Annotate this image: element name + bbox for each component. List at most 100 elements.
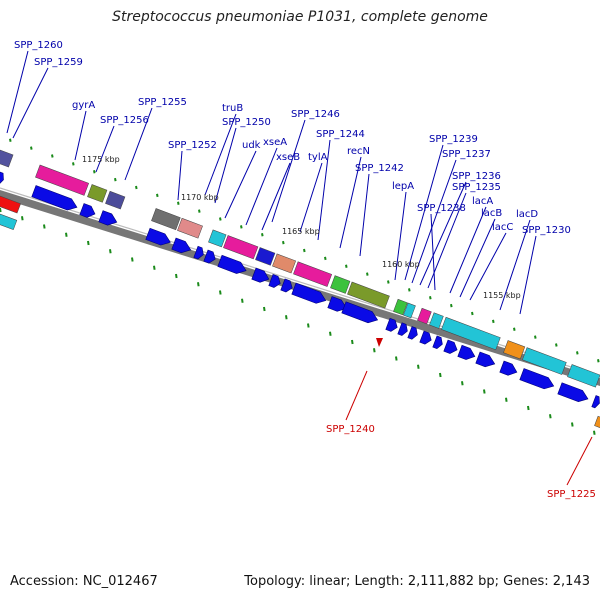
feature-cyan-3-rect [429,312,444,329]
leader-spp-1256 [95,125,115,173]
ruler-label-1160-kbp: 1160 kbp [382,260,420,269]
feature-pink-light-rect [177,217,203,239]
cds-arrow-11 [280,278,293,293]
feature-lac-operon-rect [441,316,501,351]
feature-left-rect [0,149,14,168]
tick-dot [93,170,96,174]
tick-dot [219,217,222,221]
ruler-label-1175-kbp: 1175 kbp [82,155,120,164]
cds-arrow-17-shape [407,326,418,340]
cds-arrow-9-shape [251,267,270,283]
gene-label-spp-1230: SPP_1230 [522,225,571,236]
marker-spp1240 [376,338,383,347]
tick-dot [483,389,486,394]
gene-label-lacc: lacC [492,222,513,233]
cds-arrow-16 [397,322,408,336]
feature-olive-2-rect [347,281,390,309]
leader-spp-1246 [271,119,306,223]
leader-lacd [499,219,531,311]
leader-xseb [261,162,291,231]
feature-cyan-5 [567,364,600,388]
cds-arrow-16-shape [397,322,408,336]
gene-label-gyra: gyrA [72,100,95,111]
gene-label-spp-1236: SPP_1236 [452,171,501,182]
tick-dot [0,207,2,213]
cds-arrow-12 [291,282,327,304]
leader-spp-1255 [124,107,153,181]
feature-magenta-2-rect [293,261,333,287]
gene-label-spp-1252: SPP_1252 [168,140,217,151]
gene-label-xsea: xseA [263,137,287,148]
tick-dot [263,306,266,312]
cds-arrow-8-shape [217,254,247,274]
cds-arrow-24-shape [519,368,555,390]
feature-magenta-3-rect [417,307,432,325]
gene-label-laca: lacA [472,196,493,207]
tick-dot [492,319,495,324]
cds-arrow-15 [385,317,398,332]
leader-spp-1230 [519,235,537,315]
cds-arrow-18-shape [419,330,432,345]
tick-dot [439,372,442,378]
cds-arrow-19 [432,335,443,349]
leader-spp-1240 [345,370,368,421]
leader-spp-1237 [411,159,457,284]
gene-label-spp-1225: SPP_1225 [547,489,596,500]
tick-dot [43,224,46,229]
tick-dot [345,264,348,268]
cds-arrow-14 [341,301,379,324]
tick-dot [571,422,574,427]
ruler-label-1170-kbp: 1170 kbp [181,193,219,202]
feature-grey [151,208,181,231]
cds-arrow-0-shape [0,171,4,185]
tick-dot [387,280,390,284]
feature-red-left-rect [0,195,21,214]
leader-tyla [299,162,323,233]
tick-dot [21,216,24,221]
leader-spp-1239 [404,144,444,281]
feature-green-1 [330,275,351,294]
cds-arrow-5-shape [171,237,192,254]
gene-label-spp-1244: SPP_1244 [316,129,365,140]
cds-arrow-13 [327,296,348,312]
tick-dot [329,331,332,336]
cds-arrow-13-shape [327,296,348,312]
cds-arrow-12-shape [291,282,327,304]
tick-dot [534,335,537,339]
cds-arrow-6-shape [193,245,204,260]
tick-dot [261,233,264,237]
gene-label-spp-1237: SPP_1237 [442,149,491,160]
feature-grey-rect [151,208,181,231]
tick-dot [285,315,288,320]
tick-dot [9,138,12,142]
gene-label-spp-1260: SPP_1260 [14,40,63,51]
cds-arrow-20 [443,339,458,354]
tick-dot [576,351,579,355]
feature-spp1256 [105,190,126,210]
gene-label-spp-1240: SPP_1240 [326,424,375,435]
cds-arrow-10-shape [268,273,281,288]
tick-dot [417,364,420,369]
accession-label: Accession: NC_012467 [10,574,158,589]
cds-arrow-14-shape [341,301,379,324]
leader-spp-1250 [214,127,237,204]
tick-dot [450,303,453,308]
leader-laca [449,206,487,294]
tick-dot [156,193,159,198]
feature-cyan-4 [522,347,567,375]
tick-dot [153,265,156,270]
feature-olive-1 [87,184,108,203]
feature-orange-right [594,415,600,429]
tick-dot [177,201,180,205]
tick-dot [219,290,222,295]
cds-arrow-4-shape [145,227,171,246]
tick-dot [303,248,306,253]
feature-cyan-1-rect [208,229,227,248]
tick-dot [408,288,411,292]
tick-dot [109,249,112,254]
feature-magenta-3 [417,307,432,325]
gene-features [0,149,600,429]
cds-arrow-25-shape [557,382,589,403]
tick-dot [461,381,464,386]
